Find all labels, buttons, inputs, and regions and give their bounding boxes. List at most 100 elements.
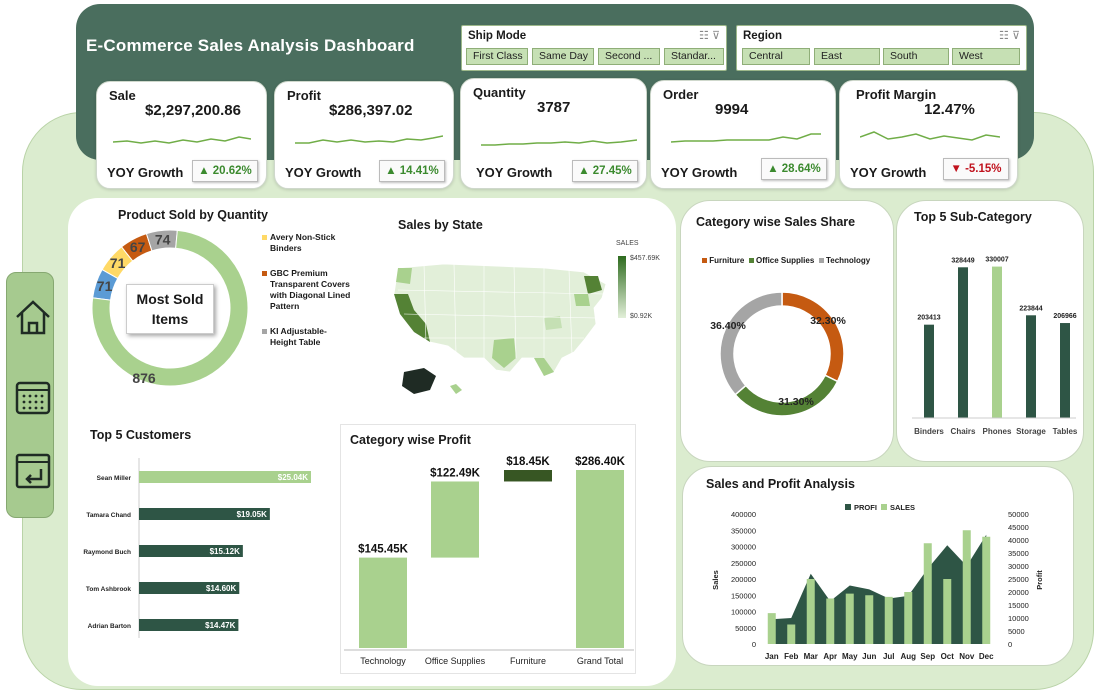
sales-bar — [826, 598, 835, 644]
kpi-growth-badge: ▲ 27.45% — [572, 160, 638, 182]
product-sold-title: Product Sold by Quantity — [118, 208, 269, 222]
legend-swatch — [881, 504, 887, 510]
sales-bar — [884, 596, 893, 644]
y-tick-label: 350000 — [731, 526, 756, 535]
multi-select-icon[interactable]: ☷ ⊽ — [699, 30, 720, 42]
calendar-icon[interactable] — [13, 377, 53, 417]
category-tick-label: Office Supplies — [425, 656, 486, 666]
x-tick-label: Jan — [765, 652, 779, 661]
legend-swatch — [748, 258, 754, 263]
kpi-yoy-label: YOY Growth — [476, 165, 553, 180]
kpi-yoy-label: YOY Growth — [850, 165, 927, 180]
multi-select-icon[interactable]: ☷ ⊽ — [999, 30, 1020, 42]
kpi-card-sale: Sale $2,297,200.86 YOY Growth ▲ 20.62% — [96, 81, 267, 189]
slicer-option-east[interactable]: East — [814, 48, 880, 65]
slicer-option-second-class[interactable]: Second ... — [598, 48, 660, 65]
legend-label: PROFI — [854, 503, 877, 512]
region-title: Region — [743, 30, 782, 42]
bar — [139, 619, 239, 631]
x-tick-label: Dec — [979, 652, 994, 661]
kpi-label: Profit Margin — [856, 87, 937, 102]
kpi-growth-value: -5.15% — [965, 163, 1002, 175]
sales-bar — [923, 543, 932, 644]
kpi-value: 12.47% — [924, 101, 975, 118]
kpi-growth-badge: ▲ 14.41% — [379, 160, 445, 182]
kpi-yoy-label: YOY Growth — [285, 165, 362, 180]
y2-tick-label: 10000 — [1008, 614, 1029, 623]
category-share-legend: Furniture Office Supplies Technology — [702, 256, 870, 265]
slicer-option-same-day[interactable]: Same Day — [532, 48, 594, 65]
map-legend-min: $0.92K — [630, 313, 653, 320]
slicer-option-west[interactable]: West — [952, 48, 1020, 65]
most-sold-items-label: Most Sold Items — [126, 284, 214, 334]
kpi-growth-value: 28.64% — [781, 163, 821, 175]
map-legend-title: SALES — [616, 240, 639, 247]
sales-bar — [806, 579, 815, 644]
bar-data-label: $15.12K — [210, 547, 240, 556]
category-tick-label: Binders — [914, 427, 944, 436]
donut-slice — [719, 291, 783, 396]
x-tick-label: Feb — [784, 652, 798, 661]
legend-swatch — [702, 258, 707, 263]
slicer-option-standard[interactable]: Standar... — [664, 48, 724, 65]
category-tick-label: Phones — [983, 427, 1012, 436]
category-tick-label: Technology — [360, 656, 406, 666]
slicer-option-central[interactable]: Central — [742, 48, 810, 65]
donut-data-label: 67 — [130, 239, 146, 255]
exit-icon[interactable] — [13, 451, 53, 491]
bar — [139, 471, 311, 483]
bar-data-label: 203413 — [917, 315, 940, 322]
y2-tick-label: 15000 — [1008, 601, 1029, 610]
legend-swatch — [845, 504, 851, 510]
top-subcategory-title: Top 5 Sub-Category — [914, 210, 1032, 224]
x-tick-label: Nov — [959, 652, 975, 661]
home-icon[interactable] — [13, 297, 53, 337]
legend-item: KI Adjustable-Height Table — [262, 326, 352, 348]
donut-slice — [91, 229, 249, 387]
product-legend: Avery Non-Stick Binders GBC Premium Tran… — [262, 232, 352, 348]
y-tick-label: 150000 — [731, 591, 756, 600]
bar — [139, 545, 243, 557]
kpi-value: 9994 — [715, 101, 749, 118]
category-tick-label: Sean Miller — [97, 475, 132, 482]
map-legend-gradient — [618, 256, 626, 318]
kpi-card-profit-margin: Profit Margin 12.47% YOY Growth ▼ -5.15% — [839, 80, 1018, 189]
bar — [139, 508, 270, 520]
kpi-growth-value: 14.41% — [399, 165, 439, 177]
donut-data-label: 74 — [155, 231, 171, 247]
center-label-line1: Most Sold — [136, 291, 204, 307]
top-subcategory-chart: 203413 Binders 328449 Chairs 330007 Phones 223… — [912, 257, 1078, 436]
dashboard-title: E-Commerce Sales Analysis Dashboard — [86, 36, 415, 55]
kpi-label: Profit — [287, 88, 321, 103]
sparkline — [113, 136, 251, 144]
triangle-up-icon: ▲ — [578, 165, 590, 177]
kpi-growth-value: 20.62% — [212, 165, 252, 177]
bar-data-label: 330007 — [985, 257, 1008, 264]
donut-data-label: 31.30% — [778, 396, 814, 408]
sales-bar — [845, 593, 854, 644]
x-tick-label: Mar — [804, 652, 818, 661]
legend-item: GBC Premium Transparent Covers with Diag… — [262, 268, 352, 312]
slicer-option-first-class[interactable]: First Class — [466, 48, 528, 65]
category-tick-label: Chairs — [951, 427, 976, 436]
slicer-option-south[interactable]: South — [883, 48, 949, 65]
category-profit-frame — [340, 424, 636, 674]
donut-data-label: 32.30% — [810, 315, 846, 327]
category-tick-label: Furniture — [510, 656, 546, 666]
kpi-card-quantity: Quantity 3787 YOY Growth ▲ 27.45% — [460, 78, 647, 189]
kpi-growth-badge: ▲ 20.62% — [192, 160, 258, 182]
kpi-card-profit: Profit $286,397.02 YOY Growth ▲ 14.41% — [274, 81, 454, 189]
sparkline — [860, 131, 1000, 141]
legend-label: GBC Premium Transparent Covers with Diag… — [270, 268, 351, 311]
y-tick-label: 300000 — [731, 543, 756, 552]
y2-tick-label: 20000 — [1008, 588, 1029, 597]
y-tick-label: 200000 — [731, 575, 756, 584]
bar-data-label: $14.60K — [206, 584, 236, 593]
triangle-up-icon: ▲ — [767, 163, 779, 175]
sales-bar — [787, 624, 796, 644]
bar-data-label: $25.04K — [278, 473, 308, 482]
legend-label: Avery Non-Stick Binders — [270, 232, 336, 253]
category-tick-label: Tables — [1053, 427, 1078, 436]
category-tick-label: Tom Ashbrook — [86, 586, 132, 593]
sales-bar — [767, 613, 776, 644]
